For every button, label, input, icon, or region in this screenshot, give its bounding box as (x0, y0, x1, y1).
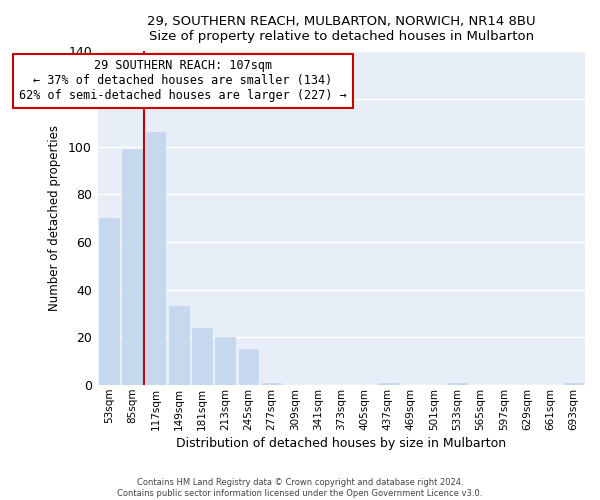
Bar (146, 132, 166, 385)
Bar (99, 218, 119, 385)
Y-axis label: Number of detached properties: Number of detached properties (48, 125, 61, 311)
Text: 29 SOUTHERN REACH: 107sqm
← 37% of detached houses are smaller (134)
62% of semi: 29 SOUTHERN REACH: 107sqm ← 37% of detac… (19, 60, 347, 102)
Bar (215, 338, 235, 385)
Bar (192, 328, 212, 385)
Bar (239, 350, 258, 385)
Bar (262, 383, 281, 385)
X-axis label: Distribution of detached houses by size in Mulbarton: Distribution of detached houses by size … (176, 437, 506, 450)
Bar (378, 383, 398, 385)
Bar (122, 149, 142, 385)
Bar (448, 383, 467, 385)
Bar (563, 383, 583, 385)
Text: Contains HM Land Registry data © Crown copyright and database right 2024.
Contai: Contains HM Land Registry data © Crown c… (118, 478, 482, 498)
Bar (169, 306, 188, 385)
Title: 29, SOUTHERN REACH, MULBARTON, NORWICH, NR14 8BU
Size of property relative to de: 29, SOUTHERN REACH, MULBARTON, NORWICH, … (147, 15, 536, 43)
